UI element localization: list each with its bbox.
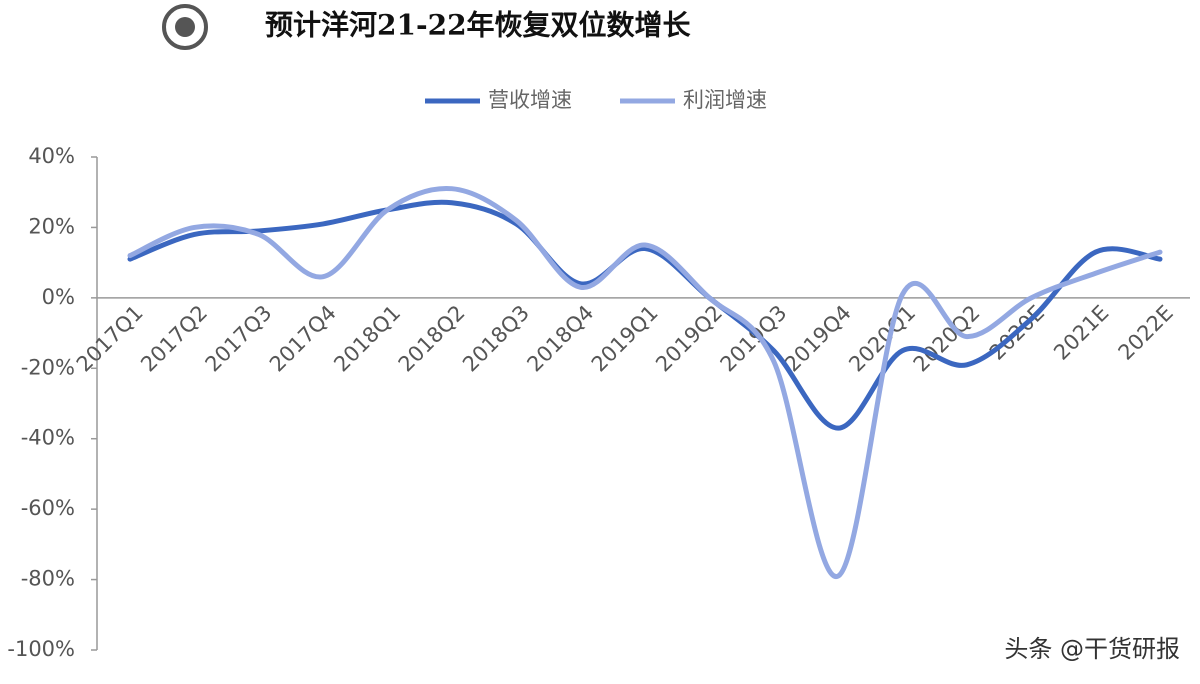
x-tick-label: 2022E bbox=[1114, 301, 1178, 365]
x-tick-label: 2017Q1 bbox=[72, 301, 148, 377]
y-tick-label: -20% bbox=[21, 355, 75, 379]
title-icon-dot bbox=[175, 17, 195, 37]
x-tick-label: 2017Q2 bbox=[136, 301, 212, 377]
y-tick-label: 20% bbox=[28, 214, 75, 238]
y-tick-label: -80% bbox=[21, 567, 75, 591]
x-tick-label: 2018Q4 bbox=[522, 301, 598, 377]
x-tick-label: 2019Q4 bbox=[780, 301, 856, 377]
x-tick-label: 2017Q3 bbox=[201, 301, 277, 377]
x-tick-label: 2018Q2 bbox=[394, 301, 470, 377]
y-tick-label: 40% bbox=[28, 144, 75, 168]
x-tick-label: 2021E bbox=[1049, 301, 1113, 365]
watermark: 头条 @干货研报 bbox=[1004, 635, 1180, 663]
legend-label: 营收增速 bbox=[488, 88, 572, 112]
x-tick-label: 2018Q3 bbox=[458, 301, 534, 377]
title-icon bbox=[162, 4, 208, 50]
chart-title: 预计洋河21-22年恢复双位数增长 bbox=[265, 9, 691, 42]
x-tick-label: 2019Q1 bbox=[587, 301, 663, 377]
y-tick-label: -100% bbox=[7, 637, 75, 661]
x-tick-label: 2017Q4 bbox=[265, 301, 341, 377]
x-tick-label: 2018Q1 bbox=[329, 301, 405, 377]
y-tick-label: 0% bbox=[42, 285, 75, 309]
series-line bbox=[127, 199, 1163, 431]
x-tick-label: 2019Q2 bbox=[651, 301, 727, 377]
legend-label: 利润增速 bbox=[683, 88, 767, 112]
y-tick-label: -40% bbox=[21, 426, 75, 450]
series-line bbox=[127, 185, 1163, 579]
y-tick-label: -60% bbox=[21, 496, 75, 520]
